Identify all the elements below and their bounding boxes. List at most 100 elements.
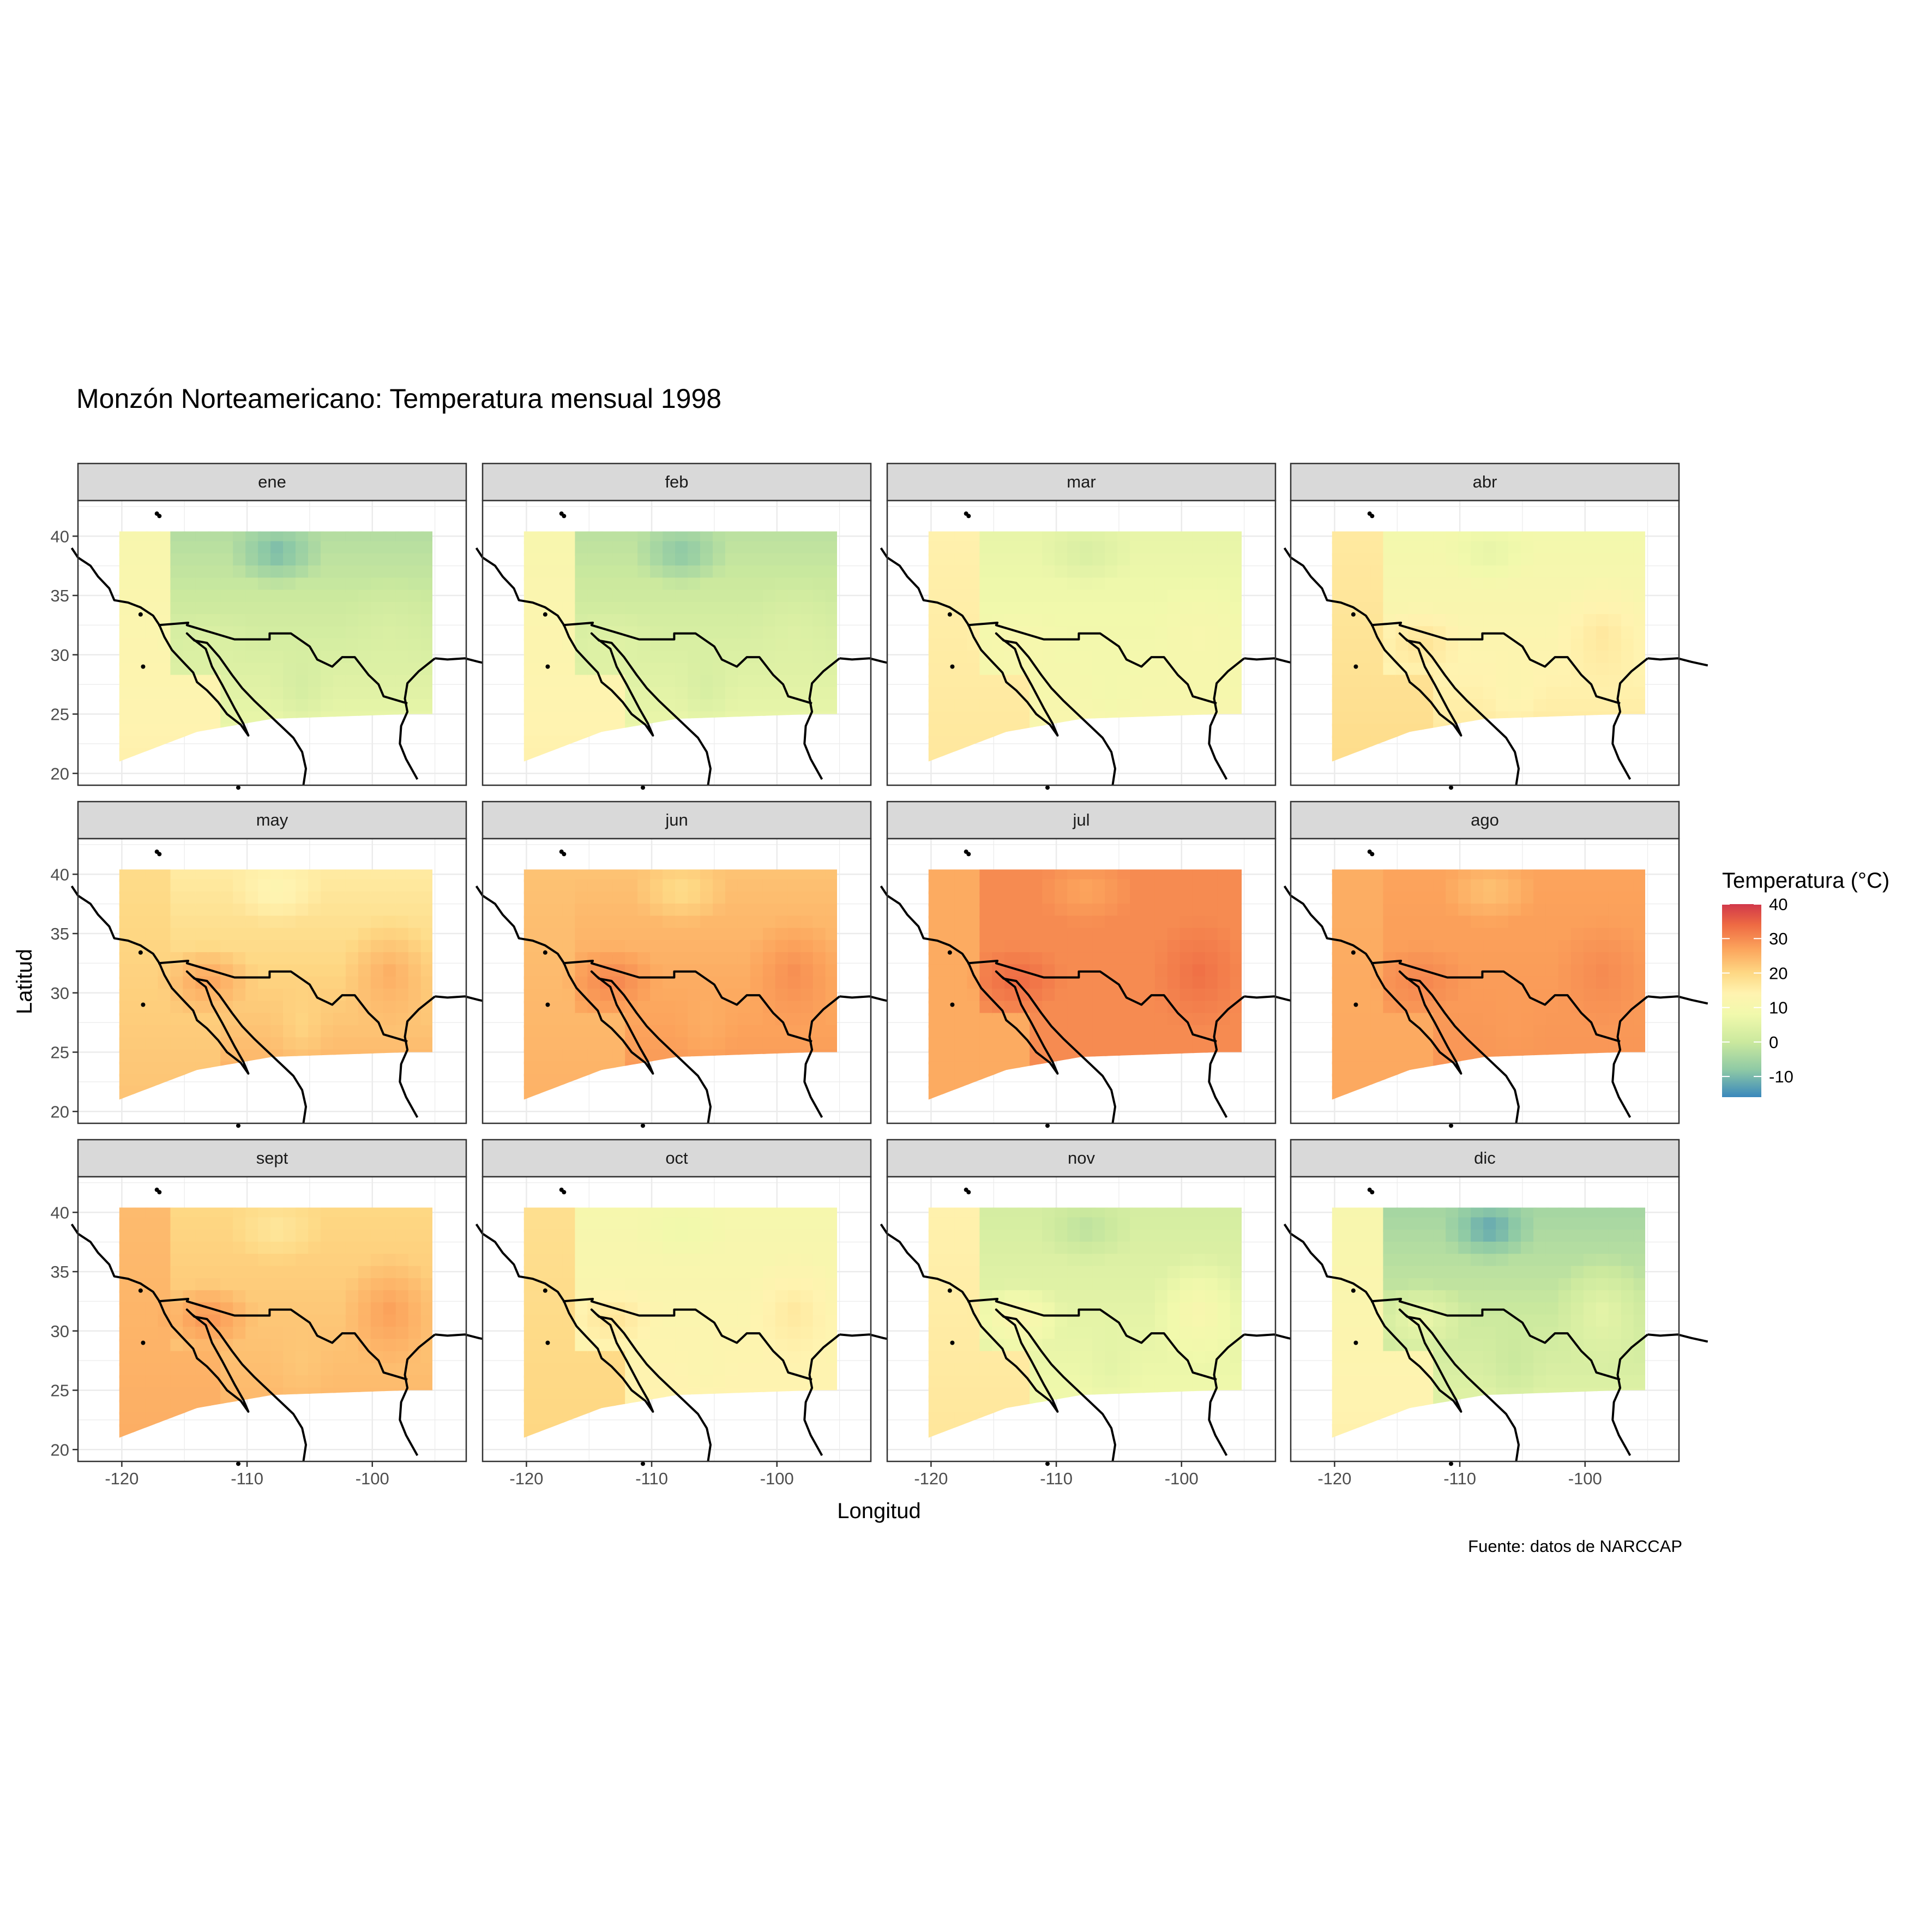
facet-panel-jul: jul bbox=[880, 801, 1305, 1128]
facet-panel-mar: mar bbox=[880, 462, 1305, 790]
pacific-coastline bbox=[70, 1223, 307, 1462]
facet-panel-abr: abr bbox=[1283, 462, 1708, 790]
gulf-coastline-east bbox=[1647, 1333, 1708, 1343]
map-outlines bbox=[880, 1223, 1305, 1462]
us-mexico-border bbox=[967, 622, 1217, 705]
facet-strip-label: nov bbox=[1068, 1148, 1095, 1167]
panel-border bbox=[482, 838, 872, 1124]
gulf-coastline bbox=[1208, 1333, 1245, 1456]
y-tick-label: 30 bbox=[51, 646, 69, 665]
chart-title: Monzón Norteamericano: Temperatura mensu… bbox=[76, 383, 721, 414]
x-tick-label: -110 bbox=[635, 1469, 668, 1488]
facet-strip-label: sept bbox=[256, 1148, 288, 1167]
facet-panel-jun: jun bbox=[475, 801, 900, 1128]
panel-border bbox=[77, 838, 467, 1124]
us-mexico-border bbox=[562, 622, 812, 705]
caption: Fuente: datos de NARCCAP bbox=[1468, 1537, 1682, 1556]
y-tick-label: 40 bbox=[51, 527, 69, 546]
map-outlines bbox=[1283, 1223, 1708, 1462]
map-outlines bbox=[70, 885, 496, 1124]
facet-strip-label: mar bbox=[1067, 472, 1096, 491]
legend-label: 30 bbox=[1769, 929, 1787, 948]
gulf-coastline bbox=[399, 657, 436, 780]
islands bbox=[947, 849, 1050, 1128]
x-axis-title: Longitud bbox=[837, 1499, 920, 1523]
islands bbox=[138, 511, 240, 790]
pacific-coastline bbox=[880, 547, 1116, 786]
facet-strip-label: ene bbox=[258, 472, 286, 491]
y-tick-label: 25 bbox=[51, 1043, 69, 1062]
y-tick-label: 35 bbox=[51, 1262, 69, 1281]
us-mexico-border bbox=[158, 1298, 408, 1381]
facet-panel-oct: oct bbox=[475, 1139, 900, 1466]
x-tick-label: -120 bbox=[105, 1469, 139, 1488]
panel-border bbox=[482, 1176, 872, 1462]
islands bbox=[138, 1187, 240, 1466]
us-mexico-border bbox=[158, 622, 408, 705]
facet-strip-label: dic bbox=[1474, 1148, 1496, 1167]
facet-strip bbox=[77, 462, 467, 502]
gulf-coastline bbox=[1208, 995, 1245, 1118]
us-mexico-border bbox=[158, 960, 408, 1043]
legend-label: 10 bbox=[1769, 998, 1787, 1018]
pacific-coastline bbox=[70, 547, 307, 786]
temperature-field bbox=[928, 531, 1242, 762]
y-tick-label: 25 bbox=[51, 1381, 69, 1400]
facet-strip-label: oct bbox=[665, 1148, 688, 1167]
facet-strip-label: abr bbox=[1473, 472, 1497, 491]
islands bbox=[1351, 849, 1453, 1128]
x-axis-ticks: -120 -110 -100 -120 -110 -100 -120 -110 -100 -120… bbox=[105, 1461, 1602, 1488]
us-mexico-border bbox=[1370, 622, 1621, 705]
y-tick-label: 20 bbox=[51, 764, 69, 783]
gulf-coastline-east bbox=[1647, 995, 1708, 1005]
gulf-coastline bbox=[803, 995, 840, 1118]
pacific-coastline bbox=[475, 547, 712, 786]
pacific-coastline bbox=[1283, 547, 1520, 786]
x-tick-label: -120 bbox=[509, 1469, 543, 1488]
facet-panels: ene feb mar abr may jun jul ago sept oct nov dic bbox=[70, 462, 1708, 1466]
facet-panel-sept: sept bbox=[70, 1139, 496, 1466]
facet-strip-label: may bbox=[256, 810, 288, 829]
facet-strip bbox=[77, 1139, 467, 1178]
y-tick-label: 40 bbox=[51, 1203, 69, 1222]
islands bbox=[138, 849, 240, 1128]
facet-strip-label: jun bbox=[665, 810, 688, 829]
islands bbox=[947, 511, 1050, 790]
x-tick-label: -120 bbox=[1317, 1469, 1351, 1488]
panel-border bbox=[77, 499, 467, 786]
x-tick-label: -110 bbox=[1040, 1469, 1073, 1488]
us-mexico-border bbox=[967, 1298, 1217, 1381]
map-outlines bbox=[880, 885, 1305, 1124]
pacific-coastline bbox=[475, 885, 712, 1124]
facet-strip bbox=[1290, 801, 1680, 840]
islands bbox=[1351, 511, 1453, 790]
map-outlines bbox=[475, 885, 900, 1124]
gulf-coastline bbox=[399, 995, 436, 1118]
x-tick-label: -120 bbox=[914, 1469, 948, 1488]
pacific-coastline bbox=[70, 885, 307, 1124]
pacific-coastline bbox=[880, 885, 1116, 1124]
us-mexico-border bbox=[1370, 1298, 1621, 1381]
gulf-coastline-east bbox=[1647, 657, 1708, 667]
pacific-coastline bbox=[1283, 1223, 1520, 1462]
panel-border bbox=[1290, 1176, 1680, 1462]
pacific-coastline bbox=[1283, 885, 1520, 1124]
temperature-field bbox=[523, 1207, 837, 1438]
legend: Temperatura (°C) 40 30 20 10 0 -10 bbox=[1722, 869, 1889, 1097]
us-mexico-border bbox=[562, 1298, 812, 1381]
map-outlines bbox=[70, 547, 496, 786]
map-outlines bbox=[880, 547, 1305, 786]
map-outlines bbox=[1283, 885, 1708, 1124]
facet-panel-ene: ene bbox=[70, 462, 496, 790]
us-mexico-border bbox=[1370, 960, 1621, 1043]
panel-border bbox=[886, 1176, 1277, 1462]
facet-panel-nov: nov bbox=[880, 1139, 1305, 1466]
islands bbox=[1351, 1187, 1453, 1466]
temperature-field bbox=[928, 869, 1242, 1100]
panel-border bbox=[482, 499, 872, 786]
islands bbox=[947, 1187, 1050, 1466]
legend-label: 20 bbox=[1769, 964, 1787, 983]
us-mexico-border bbox=[967, 960, 1217, 1043]
map-outlines bbox=[1283, 547, 1708, 786]
pacific-coastline bbox=[475, 1223, 712, 1462]
